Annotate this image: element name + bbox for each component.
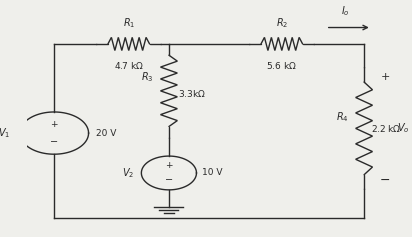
Text: $V_1$: $V_1$ <box>0 126 10 140</box>
Text: +: + <box>50 120 58 129</box>
Text: 2.2 k$\Omega$: 2.2 k$\Omega$ <box>371 123 401 134</box>
Text: $R_4$: $R_4$ <box>336 110 349 123</box>
Text: $V_2$: $V_2$ <box>122 166 134 180</box>
Text: 20 V: 20 V <box>96 129 117 138</box>
Text: $R_3$: $R_3$ <box>141 70 154 84</box>
Text: −: − <box>50 137 58 147</box>
Text: −: − <box>380 173 390 187</box>
Text: $I_o$: $I_o$ <box>341 4 349 18</box>
Text: 10 V: 10 V <box>202 169 223 178</box>
Text: 4.7 k$\Omega$: 4.7 k$\Omega$ <box>114 60 144 71</box>
Text: 5.6 k$\Omega$: 5.6 k$\Omega$ <box>267 60 297 71</box>
Text: +: + <box>165 161 173 170</box>
Text: $R_1$: $R_1$ <box>122 16 135 30</box>
Text: −: − <box>165 175 173 185</box>
Text: +: + <box>380 72 390 82</box>
Text: 3.3k$\Omega$: 3.3k$\Omega$ <box>178 88 206 99</box>
Text: $V_o$: $V_o$ <box>397 122 409 135</box>
Text: $R_2$: $R_2$ <box>276 16 288 30</box>
